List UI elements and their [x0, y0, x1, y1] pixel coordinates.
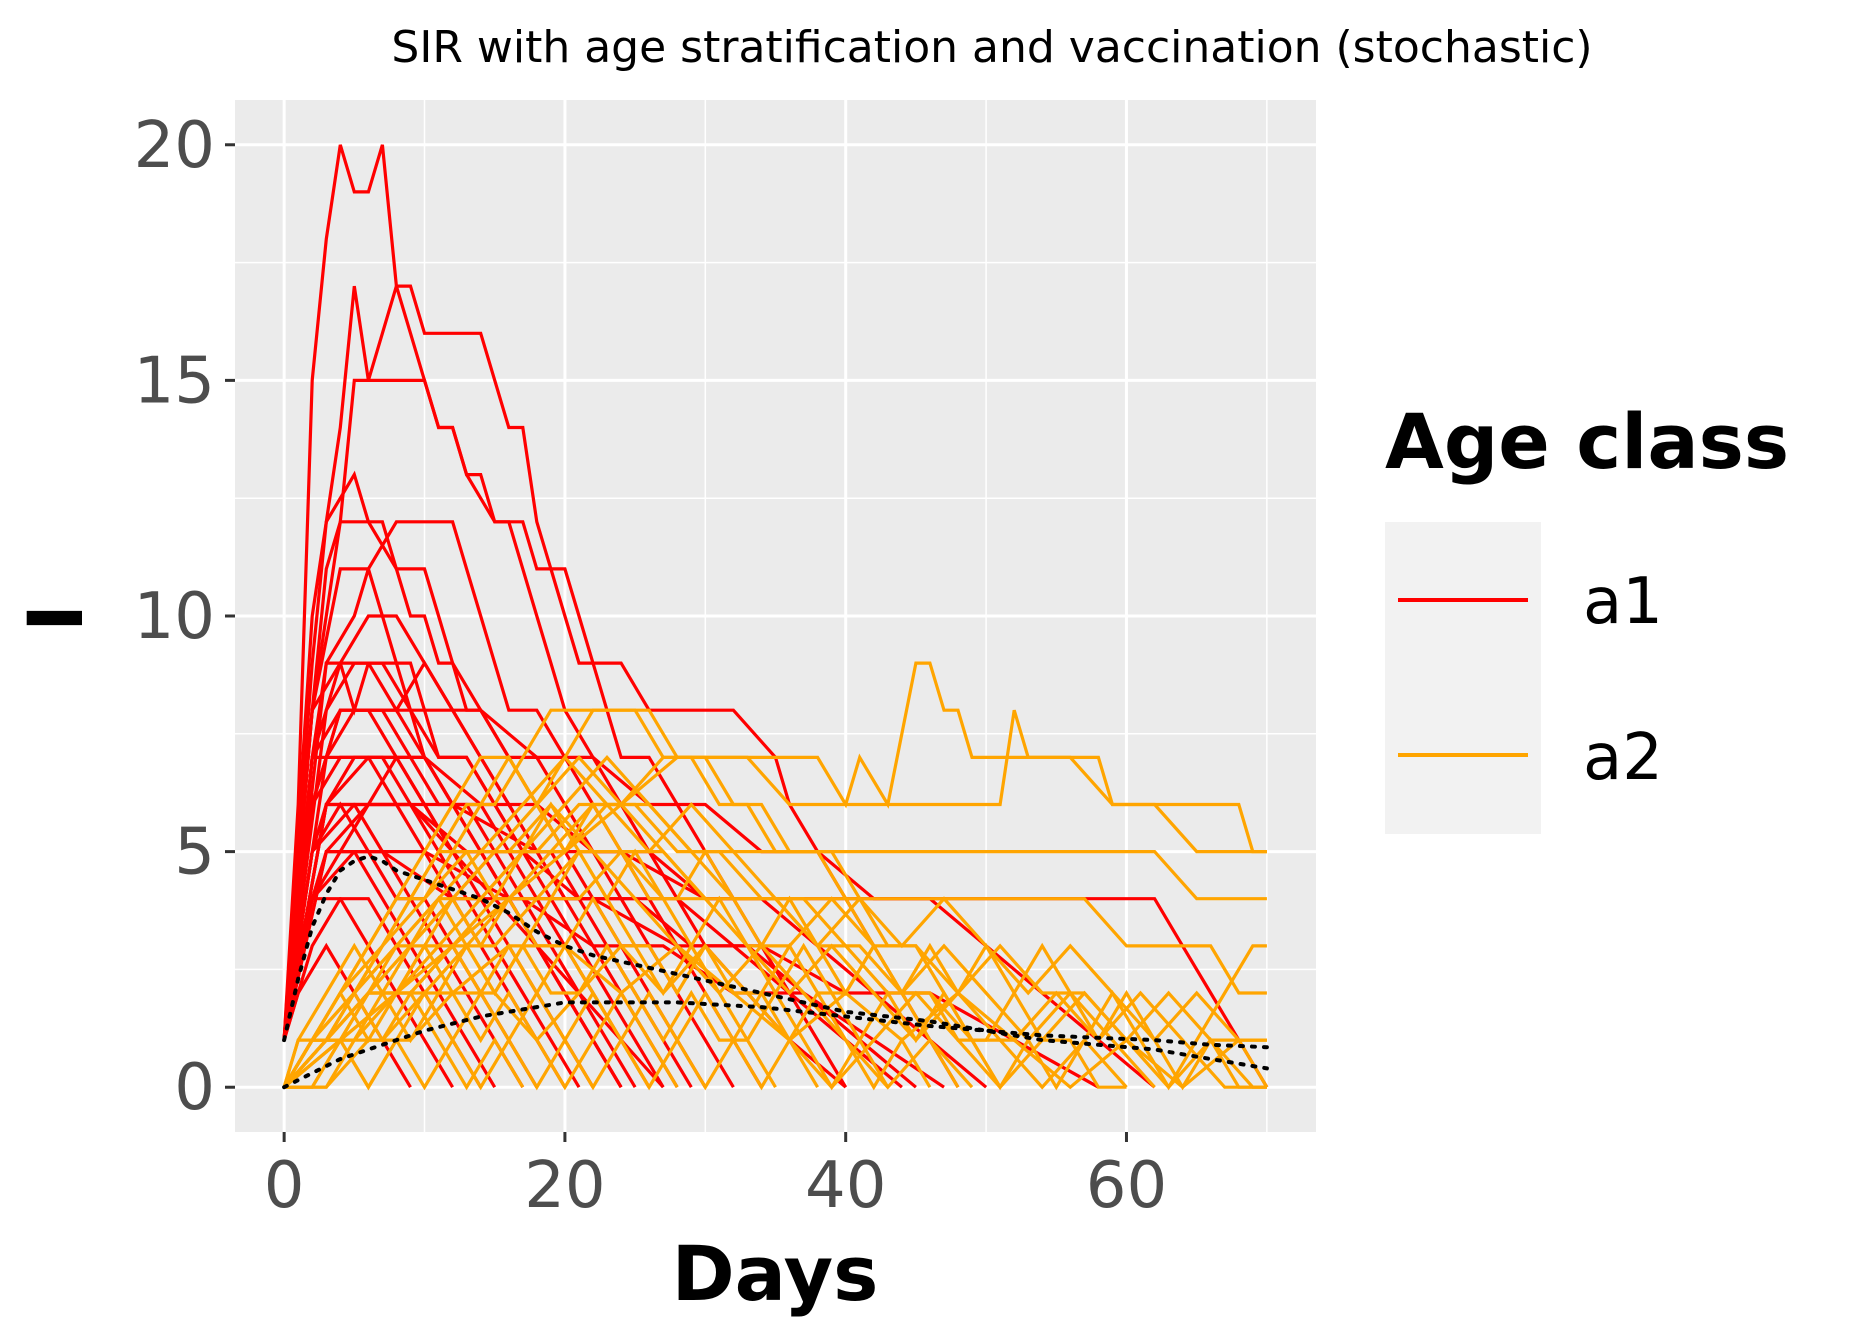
series-a2-line-13 — [283, 802, 1267, 1089]
y-tick-label: 20 — [134, 109, 215, 183]
series-a1-line-25 — [282, 708, 1156, 1089]
mean-line-0 — [282, 854, 1269, 1071]
series-a2-line-14 — [282, 754, 1267, 1091]
legend-title: Age class — [1385, 397, 1789, 486]
legend-label-a2: a2 — [1583, 721, 1663, 795]
series-a1-line-29 — [282, 849, 1100, 1089]
series-a2-line-23 — [284, 943, 1267, 1090]
x-tick-label: 20 — [524, 1149, 605, 1223]
y-axis-title: I — [11, 604, 100, 632]
mean-line-1 — [282, 1000, 1269, 1090]
series-a1-line-10 — [282, 802, 525, 1089]
legend-key-background — [1385, 522, 1541, 834]
legend: Age class a1 a2 — [1385, 397, 1789, 834]
legend-label-a1: a1 — [1583, 565, 1663, 639]
series-a1-line-0 — [282, 144, 847, 1089]
x-tick-label: 40 — [805, 1149, 886, 1223]
x-tick-label: 0 — [264, 1149, 305, 1223]
y-tick-label: 0 — [174, 1051, 215, 1125]
series-a2-line-22 — [282, 802, 974, 1090]
series-layer — [282, 144, 1269, 1091]
series-a2-line-20 — [282, 754, 1269, 1089]
series-a2-line-18 — [282, 942, 819, 1091]
x-tick-label: 60 — [1086, 1149, 1167, 1223]
y-tick-label: 5 — [174, 816, 215, 890]
y-tick-label: 15 — [134, 344, 215, 418]
series-a2-line-19 — [282, 755, 1128, 1090]
chart-title: SIR with age stratification and vaccinat… — [391, 22, 1592, 73]
axis-ticks: 0 20 40 60 0 5 10 15 20 — [134, 109, 1168, 1223]
series-a2-line-8 — [282, 942, 679, 1091]
y-tick-label: 10 — [134, 580, 215, 654]
x-axis-title: Days — [672, 1229, 879, 1318]
series-a2-line-12 — [282, 754, 1156, 1089]
